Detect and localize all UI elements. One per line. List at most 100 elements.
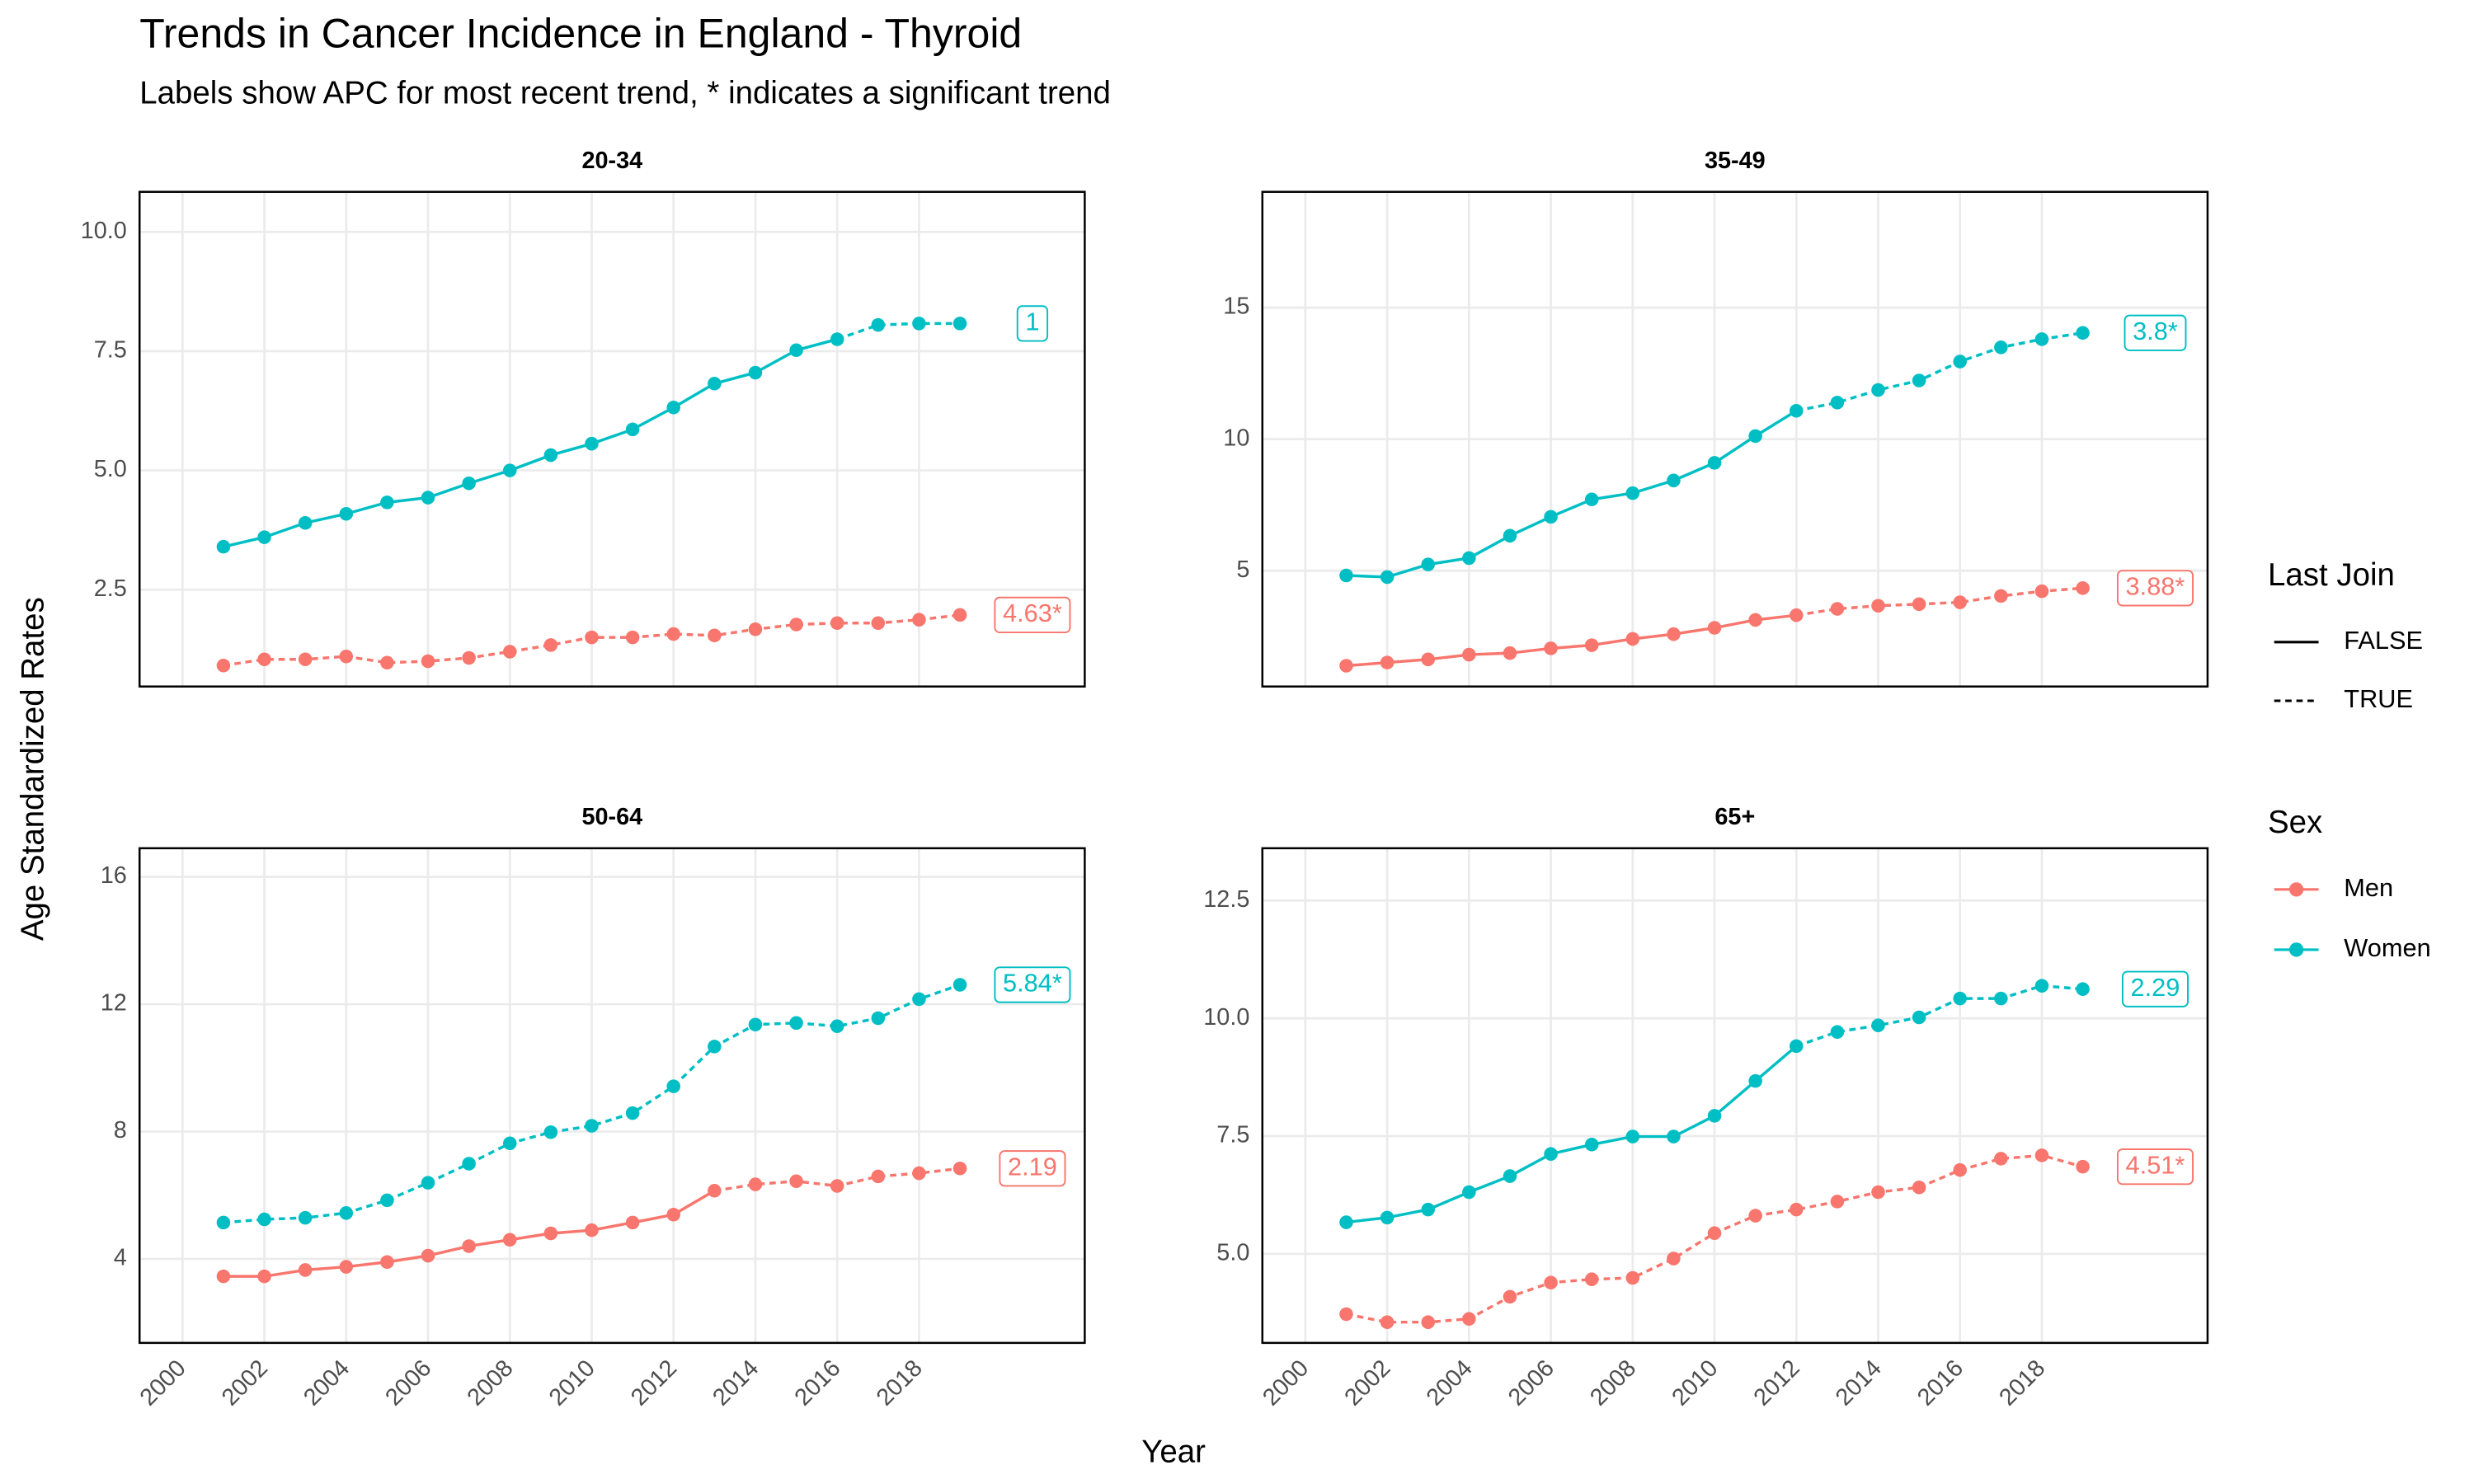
- data-point: [1830, 396, 1845, 410]
- data-point: [748, 1177, 763, 1191]
- data-point: [871, 1169, 886, 1184]
- x-axis-label: Year: [1141, 1435, 1206, 1470]
- data-point: [748, 1017, 763, 1032]
- data-point: [257, 1269, 271, 1284]
- series-line: [1796, 586, 2083, 617]
- data-point: [1625, 1129, 1640, 1144]
- data-point: [1871, 1018, 1885, 1032]
- data-point: [380, 495, 394, 510]
- data-point: [339, 1260, 354, 1274]
- data-point: [1584, 492, 1599, 507]
- data-point: [1667, 473, 1681, 488]
- data-point: [912, 992, 926, 1007]
- data-point: [380, 1193, 394, 1208]
- legend-label: Women: [2344, 933, 2430, 962]
- data-point: [1584, 1272, 1599, 1286]
- series-line: [1346, 613, 1797, 668]
- y-tick-label: 15: [1223, 294, 1249, 320]
- data-point: [2034, 979, 2049, 993]
- data-point: [1584, 638, 1599, 652]
- data-point: [339, 506, 354, 521]
- apc-label: 1: [1025, 308, 1039, 336]
- data-point: [952, 978, 967, 992]
- panel-title: 65+: [1714, 804, 1755, 830]
- data-point: [871, 1011, 886, 1026]
- data-point: [1871, 383, 1885, 397]
- data-point: [462, 1157, 476, 1171]
- data-point: [1871, 599, 1885, 613]
- y-tick-label: 5.0: [94, 456, 127, 482]
- data-point: [1462, 647, 1476, 662]
- data-point: [298, 652, 313, 666]
- data-point: [543, 1125, 558, 1139]
- apc-label-box: [1016, 305, 1049, 342]
- panel-title: 50-64: [581, 804, 642, 830]
- data-point: [1503, 528, 1517, 543]
- data-point: [871, 616, 886, 631]
- legend-title: Sex: [2268, 805, 2322, 840]
- data-point: [1994, 589, 2008, 603]
- data-point: [1544, 510, 1558, 524]
- data-point: [1707, 1109, 1722, 1123]
- series-line: [223, 337, 838, 548]
- data-point: [1339, 1307, 1353, 1322]
- data-point: [502, 1136, 517, 1151]
- data-point: [708, 1040, 722, 1054]
- data-point: [1339, 1215, 1353, 1229]
- data-point: [1667, 1129, 1681, 1144]
- data-point: [1994, 1152, 2008, 1166]
- data-point: [871, 317, 886, 332]
- data-point: [257, 530, 271, 544]
- legend-label: FALSE: [2344, 626, 2423, 655]
- y-tick-label: 5: [1236, 556, 1249, 583]
- data-point: [585, 1119, 599, 1133]
- data-point: [1503, 1169, 1517, 1183]
- data-point: [748, 622, 763, 636]
- data-point: [421, 491, 435, 505]
- data-point: [1380, 1210, 1395, 1225]
- apc-label-box: [2124, 314, 2187, 351]
- data-point: [912, 317, 926, 331]
- data-point: [1748, 1209, 1762, 1223]
- data-point: [339, 1206, 354, 1220]
- data-point: [1625, 632, 1640, 646]
- y-tick-label: 12.5: [1203, 886, 1249, 913]
- chart-subtitle: Labels show APC for most recent trend, *…: [139, 76, 1111, 111]
- data-point: [216, 1215, 231, 1230]
- data-point: [1748, 429, 1762, 444]
- data-point: [1544, 641, 1558, 655]
- panel-border: [1261, 190, 2209, 688]
- apc-label: 3.8*: [2133, 317, 2178, 345]
- data-point: [1871, 1185, 1885, 1200]
- data-point: [952, 317, 967, 331]
- data-point: [1339, 659, 1353, 673]
- data-point: [585, 1223, 599, 1237]
- data-point: [502, 645, 517, 659]
- chart-title: Trends in Cancer Incidence in England - …: [139, 10, 1022, 56]
- data-point: [1830, 602, 1845, 616]
- data-point: [708, 377, 722, 391]
- data-point: [1912, 373, 1926, 387]
- apc-label: 4.63*: [1003, 599, 1062, 627]
- data-point: [1994, 991, 2008, 1006]
- series-line: [836, 322, 961, 341]
- data-point: [421, 654, 435, 669]
- y-tick-label: 2.5: [94, 575, 127, 602]
- data-point: [1953, 1162, 1968, 1177]
- data-point: [339, 649, 354, 664]
- data-point: [1790, 1202, 1804, 1217]
- data-point: [257, 1212, 271, 1227]
- data-point: [1667, 1252, 1681, 1266]
- data-point: [2034, 332, 2049, 346]
- data-point: [462, 650, 476, 665]
- apc-label-box: [994, 966, 1071, 1003]
- data-point: [666, 400, 681, 415]
- apc-label: 2.19: [1008, 1152, 1057, 1181]
- data-point: [1339, 568, 1353, 583]
- data-point: [380, 655, 394, 670]
- data-point: [1503, 646, 1517, 660]
- panel-border: [138, 190, 1086, 688]
- data-point: [1707, 456, 1722, 470]
